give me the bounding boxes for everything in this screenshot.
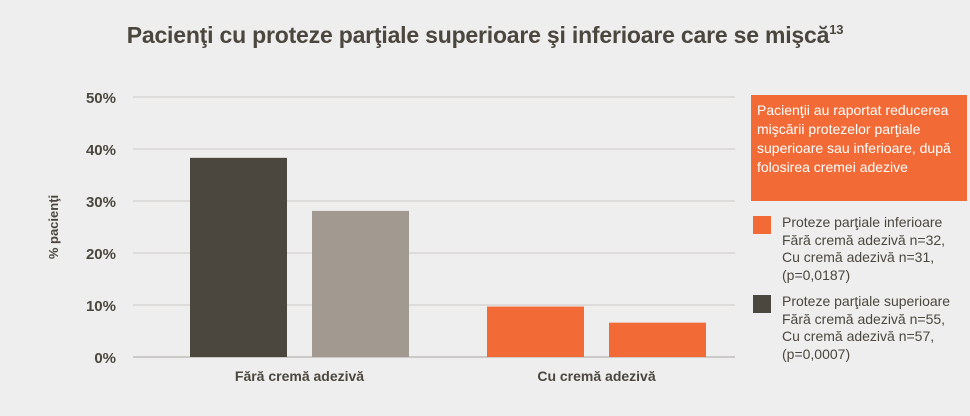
legend-text-lower: Proteze parţiale inferioare Fără cremă a…: [782, 214, 968, 284]
chart-title-text: Pacienţi cu proteze parţiale superioare …: [126, 22, 830, 48]
bar-chart: 0% 10% 20% 30% 40% 50% % pacienţi Fără cremă ad…: [46, 90, 735, 384]
legend-line: Fără cremă adezivă n=32,: [782, 231, 946, 248]
legend-line: (p=0,0007): [782, 345, 851, 362]
bar: [487, 306, 584, 357]
legend-text-upper: Proteze parţiale superioare Fără cremă a…: [782, 293, 968, 363]
legend-line: (p=0,0187): [782, 266, 851, 283]
legend-line: Cu cremă adezivă n=57,: [782, 328, 935, 344]
legend-line: Fără cremă adezivă n=55,: [782, 310, 946, 327]
legend-line: Proteze parţiale inferioare: [782, 214, 943, 230]
bar: [312, 210, 409, 357]
y-tick-label: 0%: [94, 350, 116, 367]
y-tick-label: 20%: [86, 246, 116, 263]
chart-title: Pacienţi cu proteze parţiale superioare …: [0, 22, 970, 49]
bar: [609, 322, 706, 357]
callout-box: Pacienţii au raportat reducerea mişcării…: [751, 95, 967, 201]
legend-line: Proteze parţiale superioare: [782, 293, 951, 309]
y-tick-label: 30%: [86, 194, 116, 211]
legend-swatch-upper: [753, 295, 771, 313]
y-tick-label: 40%: [86, 142, 116, 159]
title-footnote-ref: 13: [829, 22, 844, 37]
x-category-label: Cu cremă adezivă: [537, 368, 655, 384]
legend-line: Cu cremă adezivă n=31,: [782, 249, 935, 265]
legend-swatch-lower: [753, 216, 771, 234]
y-axis-label: % pacienţi: [46, 195, 61, 259]
x-category-label: Fără cremă adezivă: [235, 368, 364, 384]
y-tick-label: 50%: [86, 90, 116, 107]
y-tick-label: 10%: [86, 298, 116, 315]
bar: [190, 157, 287, 357]
